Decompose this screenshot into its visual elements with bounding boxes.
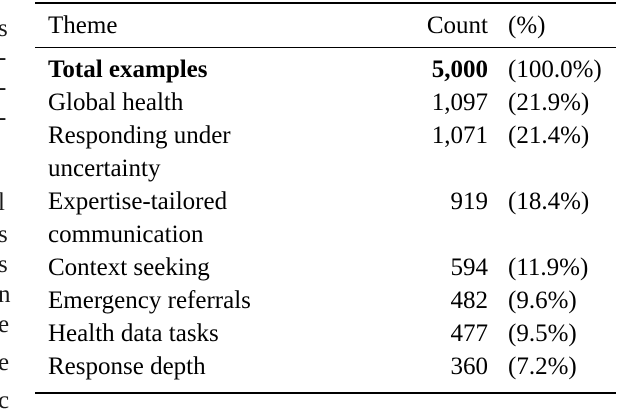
- table-row-total: Total examples 5,000 (100.0%): [35, 53, 616, 86]
- table-row: Health data tasks 477 (9.5%): [35, 317, 616, 350]
- col-header-theme: Theme: [48, 11, 118, 39]
- clipped-letter: l: [0, 189, 5, 216]
- cell-percent: (7.2%): [508, 353, 577, 380]
- cell-theme: Total examples: [48, 56, 208, 83]
- clipped-hyphen: -: [0, 105, 6, 130]
- cell-count: 482: [450, 287, 489, 314]
- clipped-letter: c: [0, 387, 10, 414]
- table-row: Expertise-tailored communication 919 (18…: [35, 185, 616, 251]
- cell-percent: (100.0%): [508, 56, 602, 83]
- clipped-letter: e: [0, 311, 10, 338]
- table-row: Response depth 360 (7.2%): [35, 350, 616, 383]
- clipped-letter: s: [0, 251, 8, 278]
- clipped-letter: s: [0, 221, 8, 248]
- clipped-hyphen: -: [0, 45, 6, 70]
- clipped-letter: n: [0, 281, 11, 308]
- themes-count-table: Theme Count (%) Total examples 5,000 (10…: [35, 2, 616, 394]
- cell-theme: Health data tasks: [48, 320, 219, 347]
- cell-theme: Emergency referrals: [48, 287, 251, 314]
- col-header-count: Count: [426, 11, 488, 39]
- cell-theme: Response depth: [48, 353, 206, 380]
- clipped-letter: e: [0, 349, 10, 376]
- cell-percent: (18.4%): [508, 188, 590, 215]
- cell-count: 477: [450, 320, 489, 347]
- cell-count: 5,000: [431, 56, 488, 83]
- cell-percent: (21.4%): [508, 122, 590, 149]
- clipped-letter: s: [0, 15, 8, 42]
- cell-theme: Global health: [48, 89, 184, 116]
- clipped-hyphen: -: [0, 75, 6, 100]
- cell-theme: Expertise-tailored communication: [48, 188, 228, 248]
- cell-count: 1,071: [431, 122, 488, 149]
- table-row: Responding under uncertainty 1,071 (21.4…: [35, 119, 616, 185]
- cell-count: 594: [450, 254, 489, 281]
- table-row: Context seeking 594 (11.9%): [35, 251, 616, 284]
- table-header-row: Theme Count (%): [35, 4, 616, 48]
- cell-theme: Responding under uncertainty: [48, 122, 231, 182]
- cell-count: 919: [450, 188, 489, 215]
- cell-percent: (11.9%): [508, 254, 589, 281]
- table-row: Emergency referrals 482 (9.6%): [35, 284, 616, 317]
- cell-theme: Context seeking: [48, 254, 210, 281]
- cell-count: 1,097: [431, 89, 488, 116]
- col-header-percent: (%): [508, 11, 546, 39]
- cell-percent: (9.6%): [508, 287, 577, 314]
- table-body: Total examples 5,000 (100.0%) Global hea…: [35, 48, 616, 392]
- cell-percent: (9.5%): [508, 320, 577, 347]
- cell-percent: (21.9%): [508, 89, 590, 116]
- table-row: Global health 1,097 (21.9%): [35, 86, 616, 119]
- cell-count: 360: [450, 353, 489, 380]
